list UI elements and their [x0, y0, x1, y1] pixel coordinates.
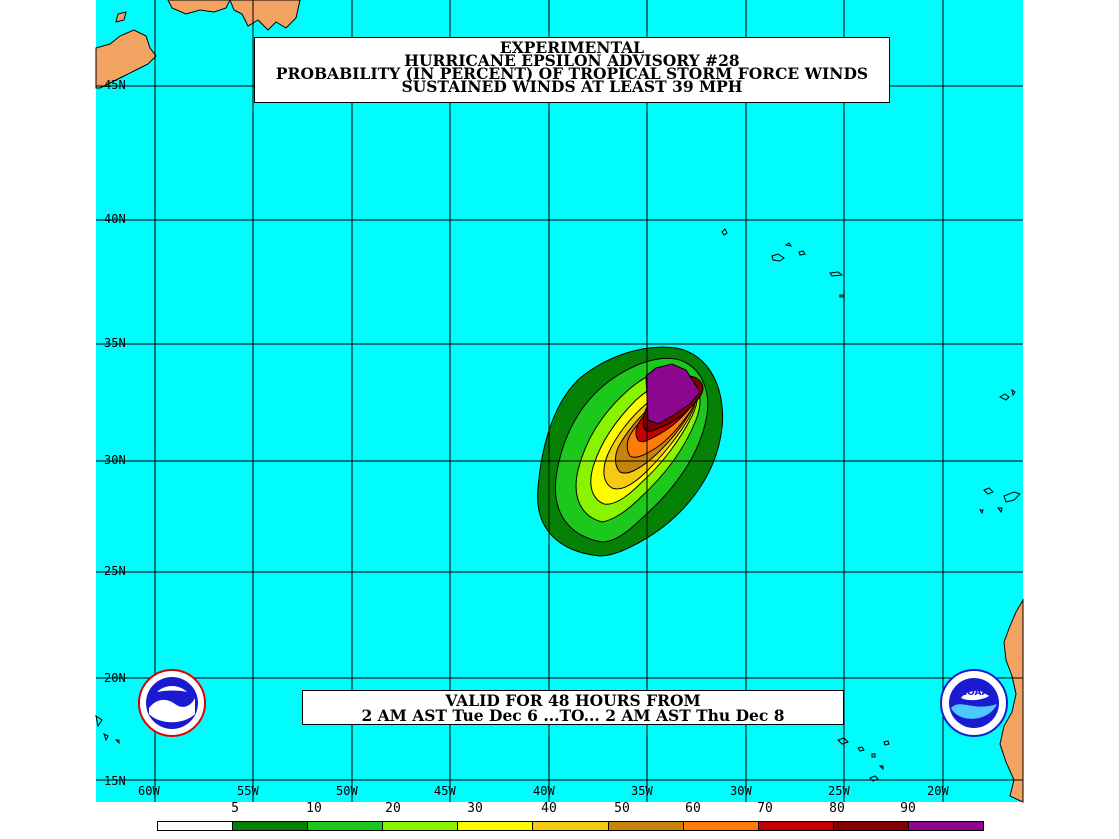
title-line-4: SUSTAINED WINDS AT LEAST 39 MPH	[401, 77, 743, 96]
legend-swatch-4	[458, 822, 534, 830]
contour-max	[645, 363, 701, 425]
lon-label-35w: 35W	[631, 784, 653, 798]
lon-label-30w: 30W	[730, 784, 752, 798]
lon-label-60w: 60W	[138, 784, 160, 798]
islands	[95, 228, 1021, 782]
legend-swatch-2	[308, 822, 384, 830]
national-weather-service-logo	[138, 669, 206, 737]
lat-label-30n: 30N	[104, 453, 126, 467]
lat-lon-grid	[96, 0, 1023, 802]
legend-swatch-9	[833, 822, 909, 830]
lat-label-15n: 15N	[104, 774, 126, 788]
lon-label-40w: 40W	[533, 784, 555, 798]
noaa-logo-text: NOAA	[960, 688, 989, 698]
legend-swatch-6	[608, 822, 684, 830]
legend-swatch-8	[758, 822, 834, 830]
legend-label-40: 40	[541, 801, 557, 816]
legend-label-5: 5	[231, 801, 239, 816]
lon-label-45w: 45W	[434, 784, 456, 798]
lon-label-25w: 25W	[828, 784, 850, 798]
legend-swatch-7	[683, 822, 759, 830]
legend-label-80: 80	[829, 801, 845, 816]
valid-line-1: VALID FOR 48 HOURS FROM	[445, 691, 701, 710]
lon-label-20w: 20W	[927, 784, 949, 798]
title-box: EXPERIMENTAL HURRICANE EPSILON ADVISORY …	[254, 37, 890, 103]
lat-label-45n: 45N	[104, 78, 126, 92]
legend-label-20: 20	[385, 801, 401, 816]
legend-label-30: 30	[467, 801, 483, 816]
legend-swatch-0	[158, 822, 234, 830]
lat-label-25n: 25N	[104, 564, 126, 578]
ocean-background	[96, 0, 1023, 802]
title-line-2: HURRICANE EPSILON ADVISORY #28	[404, 51, 740, 70]
legend-color-bar	[157, 821, 984, 831]
title-line-3: PROBABILITY (IN PERCENT) OF TROPICAL STO…	[275, 64, 869, 83]
land-africa	[999, 598, 1024, 803]
legend-label-10: 10	[306, 801, 322, 816]
legend-swatch-3	[383, 822, 459, 830]
legend-label-50: 50	[614, 801, 630, 816]
legend-swatch-10	[908, 822, 984, 830]
legend-swatch-5	[533, 822, 609, 830]
title-line-1: EXPERIMENTAL	[499, 38, 645, 57]
legend-labels: 5 10 20 30 40 50 60 70 80 90	[0, 801, 1119, 817]
lon-label-50w: 50W	[336, 784, 358, 798]
lat-label-40n: 40N	[104, 212, 126, 226]
lat-label-20n: 20N	[104, 671, 126, 685]
lon-label-55w: 55W	[237, 784, 259, 798]
lat-label-35n: 35N	[104, 336, 126, 350]
noaa-logo: NOAA	[940, 669, 1008, 737]
probability-contours	[537, 346, 724, 557]
legend-swatch-1	[233, 822, 309, 830]
legend-label-90: 90	[900, 801, 916, 816]
land-north-america	[95, 0, 301, 89]
legend-label-70: 70	[757, 801, 773, 816]
valid-line-2: 2 AM AST Tue Dec 6 ...TO... 2 AM AST Thu…	[361, 706, 785, 725]
valid-period-box: VALID FOR 48 HOURS FROM 2 AM AST Tue Dec…	[302, 690, 844, 725]
legend-label-60: 60	[685, 801, 701, 816]
